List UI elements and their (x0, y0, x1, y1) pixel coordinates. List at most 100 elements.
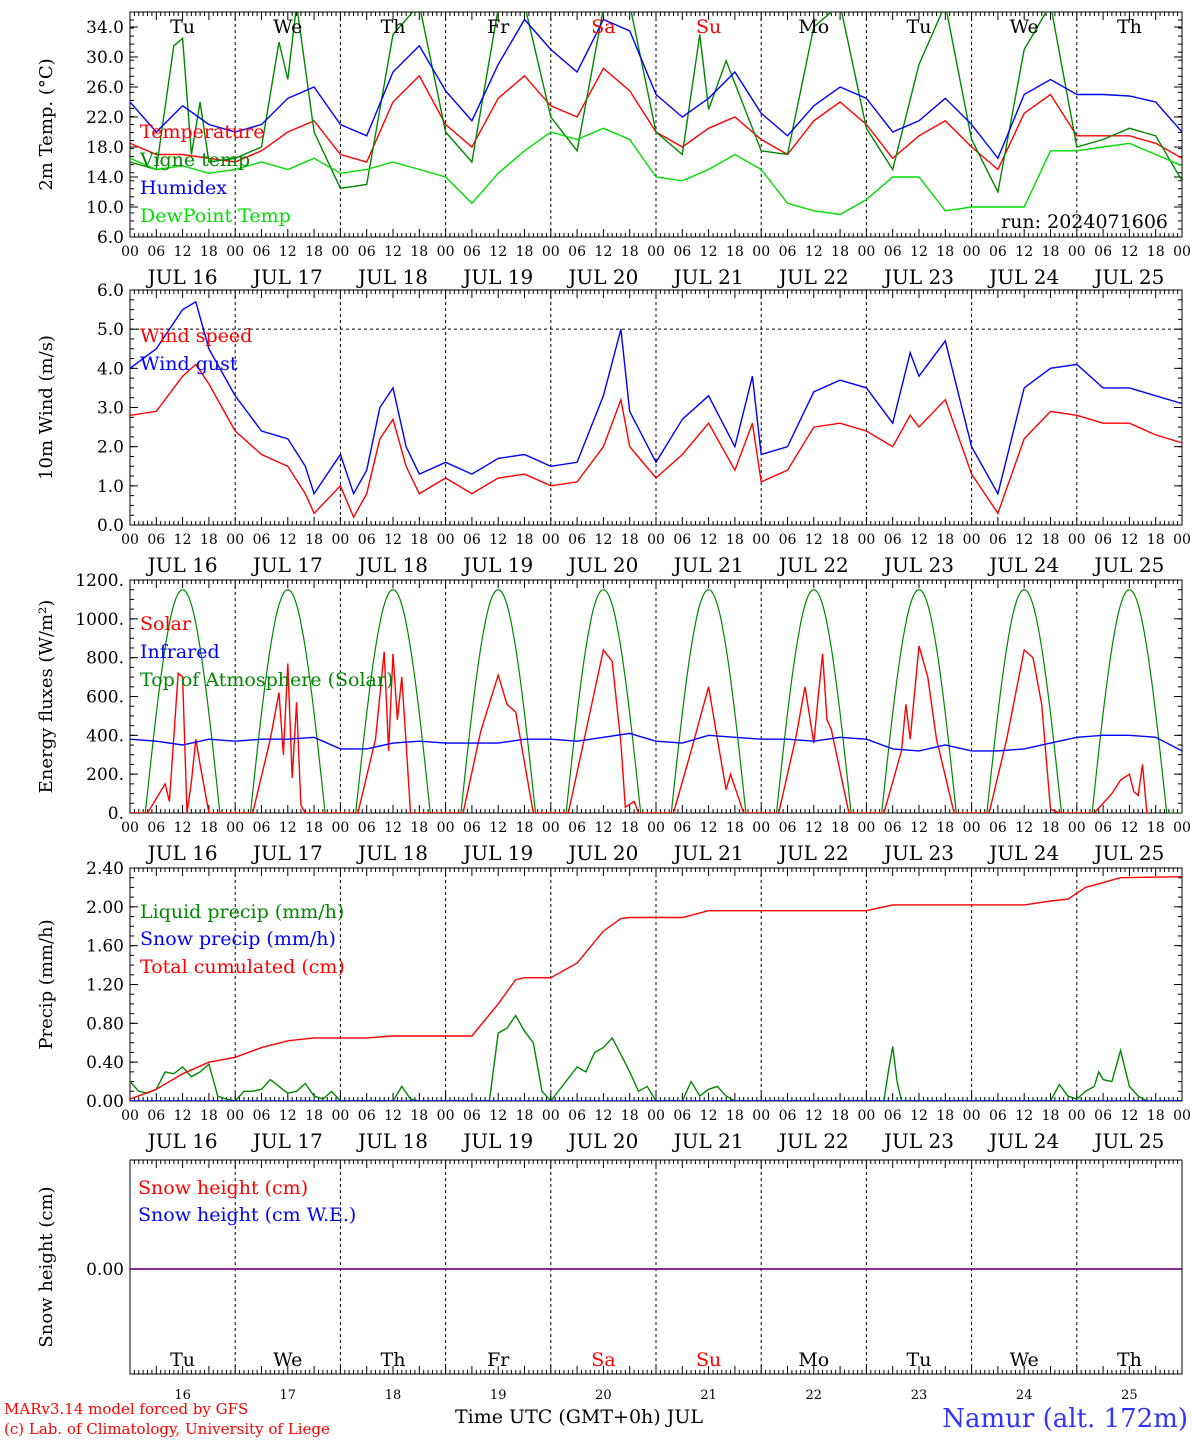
x-tick-label: 18 (200, 820, 218, 836)
weekday-label: We (1010, 16, 1039, 38)
x-tick-label: 06 (1094, 1108, 1112, 1124)
date-label: JUL 17 (251, 841, 323, 865)
weekday-label: Su (696, 16, 721, 38)
y-tick-label: 0.00 (86, 1260, 124, 1280)
x-tick-label: 00 (1068, 820, 1086, 836)
x-tick-label: 00 (963, 1108, 981, 1124)
x-tick-label: 12 (594, 820, 612, 836)
day-number-label: 24 (1016, 1388, 1033, 1403)
x-tick-label: 06 (147, 532, 165, 548)
x-tick-label: 00 (1173, 820, 1191, 836)
x-tick-label: 00 (437, 1108, 455, 1124)
x-tick-label: 12 (910, 1108, 928, 1124)
legend-entry: Total cumulated (cm) (140, 956, 345, 978)
x-tick-label: 00 (752, 1108, 770, 1124)
x-tick-label: 06 (779, 532, 797, 548)
series-line-vigne-temp (130, 12, 1182, 195)
series-line-wind-speed (130, 363, 1182, 519)
y-axis-label: Energy fluxes (W/m²) (36, 600, 57, 794)
x-tick-label: 12 (384, 1108, 402, 1124)
x-tick-label: 12 (1120, 532, 1138, 548)
x-tick-label: 06 (147, 244, 165, 260)
x-tick-label: 06 (463, 820, 481, 836)
date-label: JUL 23 (882, 841, 954, 865)
x-tick-label: 06 (673, 1108, 691, 1124)
weekday-label: Sa (591, 16, 615, 38)
x-tick-label: 06 (779, 820, 797, 836)
x-tick-label: 00 (752, 244, 770, 260)
legend-entry: Solar (140, 613, 192, 635)
date-label: JUL 24 (987, 841, 1059, 865)
x-tick-label: 12 (1120, 820, 1138, 836)
weekday-label: Th (1117, 1349, 1142, 1371)
weekday-label: Th (381, 1349, 406, 1371)
weekday-label: Su (696, 1349, 721, 1371)
y-tick-label: 1000. (75, 610, 124, 630)
y-tick-label: 0.00 (86, 1092, 124, 1112)
x-tick-label: 18 (621, 1108, 639, 1124)
weekday-label: Mo (798, 1349, 829, 1371)
x-tick-label: 06 (358, 820, 376, 836)
date-label: JUL 22 (777, 553, 849, 577)
x-tick-label: 12 (1120, 244, 1138, 260)
x-tick-label: 00 (437, 532, 455, 548)
x-tick-label: 00 (1068, 532, 1086, 548)
y-tick-label: 18.0 (86, 138, 124, 158)
y-tick-label: 1200. (75, 571, 124, 591)
x-tick-label: 00 (752, 532, 770, 548)
y-tick-label: 6.0 (97, 281, 124, 301)
x-tick-label: 12 (384, 532, 402, 548)
x-tick-label: 00 (857, 532, 875, 548)
x-tick-label: 06 (463, 1108, 481, 1124)
date-label: JUL 16 (146, 265, 218, 289)
weekday-label: Fr (487, 1349, 510, 1371)
legend-entry: Snow precip (mm/h) (140, 928, 336, 950)
x-tick-label: 12 (1015, 532, 1033, 548)
x-tick-label: 12 (910, 532, 928, 548)
day-number-label: 22 (806, 1388, 823, 1403)
x-tick-label: 06 (779, 244, 797, 260)
date-label: JUL 20 (566, 1129, 638, 1153)
series-line-solar (130, 645, 1148, 813)
y-axis-label: Precip (mm/h) (36, 919, 57, 1049)
legend-entry: DewPoint Temp (140, 205, 291, 227)
weekday-label: We (1010, 1349, 1039, 1371)
series-line-infrared (130, 732, 1182, 752)
x-tick-label: 06 (568, 244, 586, 260)
weekday-label: Tu (170, 16, 195, 38)
y-tick-label: 22.0 (86, 108, 124, 128)
date-label: JUL 24 (987, 553, 1059, 577)
y-tick-label: 5.0 (97, 320, 124, 340)
x-tick-label: 12 (489, 532, 507, 548)
series-line-humidex (130, 18, 1182, 160)
x-tick-label: 18 (936, 532, 954, 548)
y-tick-label: 1.0 (97, 477, 124, 497)
x-tick-label: 06 (253, 1108, 271, 1124)
weekday-label: Mo (798, 16, 829, 38)
y-axis-label: 2m Temp. (°C) (36, 58, 57, 190)
x-tick-label: 12 (700, 820, 718, 836)
date-label: JUL 18 (356, 1129, 428, 1153)
date-label: JUL 24 (987, 1129, 1059, 1153)
date-label: JUL 25 (1092, 265, 1164, 289)
x-tick-label: 18 (516, 532, 534, 548)
date-label: JUL 25 (1092, 1129, 1164, 1153)
date-label: JUL 23 (882, 265, 954, 289)
x-tick-label: 06 (147, 820, 165, 836)
x-tick-label: 06 (673, 532, 691, 548)
x-tick-label: 00 (121, 532, 139, 548)
time-axis-label: Time UTC (GMT+0h) JUL (455, 1406, 703, 1428)
x-tick-label: 06 (673, 244, 691, 260)
x-tick-label: 18 (1147, 244, 1165, 260)
x-tick-label: 06 (463, 532, 481, 548)
y-tick-label: 14.0 (86, 168, 124, 188)
date-label: JUL 16 (146, 841, 218, 865)
chart-panel-4: 0.00 0.40 0.80 1.20 1.60 2.00 2.40 Precip (mm/h… (36, 859, 1191, 1153)
weekday-label: Tu (170, 1349, 195, 1371)
date-label: JUL 21 (672, 1129, 744, 1153)
x-tick-label: 00 (121, 820, 139, 836)
y-tick-label: 0.0 (97, 516, 124, 536)
date-label: JUL 18 (356, 841, 428, 865)
x-tick-label: 00 (226, 820, 244, 836)
